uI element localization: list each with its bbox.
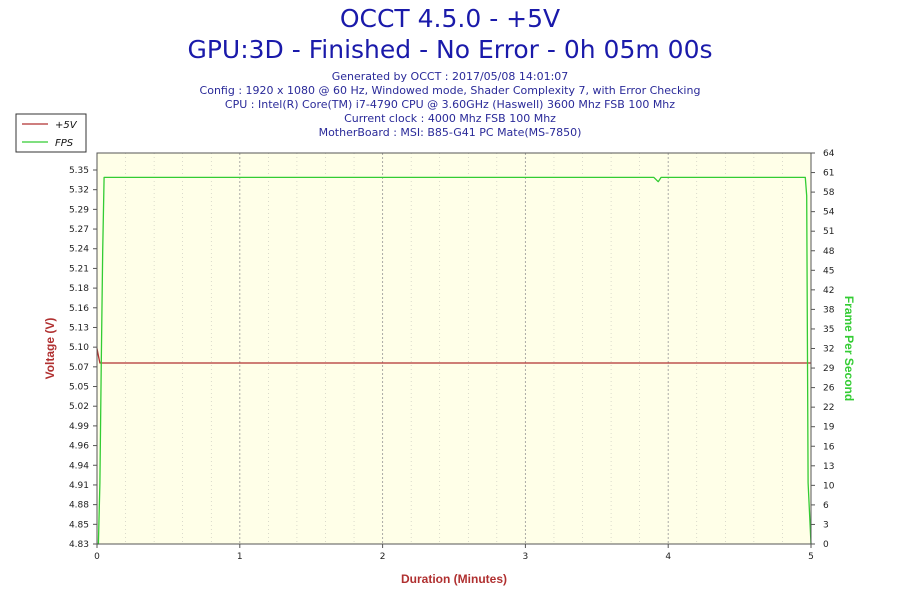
- y-tick-label: 5.24: [69, 245, 89, 255]
- info-config: Config : 1920 x 1080 @ 60 Hz, Windowed m…: [199, 84, 701, 97]
- info-clock: Current clock : 4000 Mhz FSB 100 Mhz: [344, 112, 556, 125]
- series-line-fps: [97, 176, 812, 545]
- y2-tick-label: 35: [823, 325, 834, 335]
- y2-tick-label: 58: [823, 188, 835, 198]
- info-generated: Generated by OCCT : 2017/05/08 14:01:07: [331, 70, 569, 83]
- y-tick-label: 4.94: [69, 461, 89, 471]
- y2-tick-label: 32: [823, 345, 834, 355]
- y-tick-label: 5.13: [69, 323, 89, 333]
- y2-tick-label: 45: [823, 266, 834, 276]
- x-tick-label: 4: [665, 552, 671, 562]
- y2-tick-label: 6: [823, 501, 829, 511]
- y2-tick-label: 48: [823, 247, 835, 257]
- chart-subtitle: GPU:3D - Finished - No Error - 0h 05m 00…: [187, 35, 713, 64]
- x-axis-title: Duration (Minutes): [401, 572, 507, 586]
- y-tick-label: 5.21: [69, 264, 89, 274]
- info-cpu: CPU : Intel(R) Core(TM) i7-4790 CPU @ 3.…: [224, 98, 676, 111]
- legend-label: +5V: [55, 120, 78, 131]
- y-tick-label: 5.02: [69, 402, 89, 412]
- legend-box: [15, 113, 87, 153]
- y-tick-label: 5.18: [69, 284, 89, 294]
- y2-tick-label: 10: [823, 481, 835, 491]
- y-tick-label: 5.16: [69, 304, 89, 314]
- x-tick-label: 3: [523, 552, 529, 562]
- y2-tick-label: 19: [823, 423, 835, 433]
- y2-tick-label: 22: [823, 403, 834, 413]
- y2-tick-label: 54: [823, 208, 835, 218]
- plot-background: [97, 153, 811, 544]
- y2-axis-title: Frame Per Second: [842, 296, 856, 401]
- y-tick-label: 4.85: [69, 520, 89, 530]
- y2-tick-label: 61: [823, 169, 834, 179]
- axes: 0 1 2 3 4 55.355.325.295.275.245.215.185.165.…: [43, 149, 856, 586]
- y-tick-label: 4.88: [69, 501, 89, 511]
- y2-tick-label: 16: [823, 442, 835, 452]
- y2-tick-label: 13: [823, 462, 834, 472]
- y-tick-label: 5.29: [69, 205, 89, 215]
- y-tick-label: 5.35: [69, 166, 89, 176]
- x-tick-label: 0: [94, 552, 100, 562]
- legend: +5V FPS: [15, 113, 87, 153]
- y2-tick-label: 0: [823, 540, 829, 550]
- y-tick-label: 4.83: [69, 540, 89, 550]
- y-tick-label: 5.05: [69, 383, 89, 393]
- x-tick-label: 1: [237, 552, 243, 562]
- y-tick-label: 5.27: [69, 225, 89, 235]
- series-layer: [96, 176, 812, 545]
- chart-title: OCCT 4.5.0 - +5V: [339, 4, 561, 33]
- x-tick-label: 2: [380, 552, 386, 562]
- y2-tick-label: 51: [823, 227, 834, 237]
- y-tick-label: 5.07: [69, 363, 89, 373]
- x-tick-label: 5: [808, 552, 814, 562]
- legend-label: FPS: [55, 138, 74, 149]
- y2-tick-label: 42: [823, 286, 834, 296]
- info-motherboard: MotherBoard : MSI: B85-G41 PC Mate(MS-78…: [318, 126, 582, 139]
- grid-lines: [125, 153, 783, 544]
- y-tick-label: 5.10: [69, 343, 89, 353]
- y-tick-label: 4.91: [69, 481, 89, 491]
- y-axis-title: Voltage (V): [43, 318, 57, 380]
- y2-tick-label: 3: [823, 520, 829, 530]
- y2-tick-label: 38: [823, 305, 835, 315]
- y2-tick-label: 26: [823, 384, 835, 394]
- y-tick-label: 4.96: [69, 442, 89, 452]
- y2-tick-label: 64: [823, 149, 835, 159]
- y-tick-label: 5.32: [69, 186, 89, 196]
- y-tick-label: 4.99: [69, 422, 89, 432]
- y2-tick-label: 29: [823, 364, 835, 374]
